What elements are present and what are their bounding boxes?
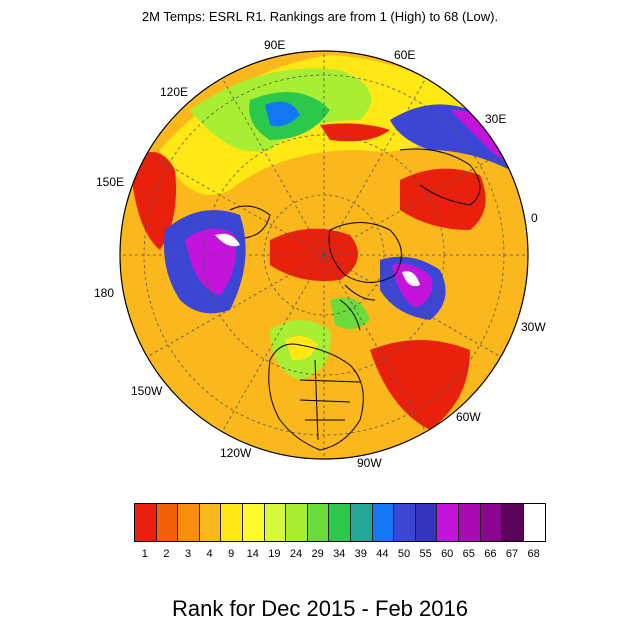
colorbar-swatch <box>286 504 308 541</box>
region-red-siberia <box>320 123 390 142</box>
region-red-europe <box>400 168 486 230</box>
colorbar-swatch <box>372 504 395 541</box>
region-green-canada <box>330 297 370 329</box>
colorbar-swatch <box>221 504 243 541</box>
colorbar-swatch <box>437 504 459 541</box>
map-border <box>119 50 529 460</box>
lon-label-0: 0 <box>531 211 538 225</box>
colorbar-tick-label: 39 <box>354 548 367 560</box>
colorbar-swatch <box>264 504 287 541</box>
region-red-atlantic <box>370 340 470 430</box>
region-white-greenland <box>402 271 420 287</box>
colorbar-tick-label: 24 <box>289 548 303 560</box>
colorbar-swatch <box>523 504 546 541</box>
colorbar-tick-label: 19 <box>268 548 281 560</box>
colorbar-tick-label: 3 <box>184 548 192 560</box>
colorbar-tick-label: 34 <box>333 548 346 560</box>
region-red-pole <box>270 228 358 281</box>
colorbar-swatch <box>502 504 524 541</box>
region-purple-greenland <box>392 263 433 308</box>
colorbar-swatch <box>415 504 438 541</box>
region-yellow-north-america <box>285 336 318 361</box>
colorbar-tick-label: 67 <box>505 548 519 560</box>
colorbar-tick-label: 68 <box>527 548 540 560</box>
colorbar-tick-label: 1 <box>141 548 148 560</box>
colorbar-swatch <box>242 504 265 541</box>
colorbar-tick-label: 50 <box>397 548 411 560</box>
lon-label-180: 180 <box>94 286 115 300</box>
colorbar-swatch <box>458 504 481 541</box>
colorbar-swatch <box>156 504 179 541</box>
coastlines <box>229 148 481 451</box>
colorbar-tick-label: 14 <box>246 548 259 560</box>
colorbar-tick-label: 60 <box>441 548 454 560</box>
colorbar-tick-label: 9 <box>228 548 235 560</box>
lon-label-60w: 60W <box>456 410 481 424</box>
lon-label-30w: 30W <box>521 320 546 334</box>
lon-label-30e: 30E <box>485 112 507 126</box>
colorbar-swatch <box>394 504 416 541</box>
lon-label-90e: 90E <box>264 38 286 52</box>
region-purple-pacific <box>185 228 236 295</box>
colorbar-swatch <box>199 504 222 541</box>
colorbar-swatch <box>135 504 157 541</box>
lon-label-150e: 150E <box>96 175 125 189</box>
region-red-east-asia <box>130 152 176 250</box>
colorbar-tick-label: 29 <box>311 548 324 560</box>
colorbar-tick-label: 4 <box>206 548 213 560</box>
colorbar-swatch <box>307 504 330 541</box>
colorbar-swatch <box>480 504 503 541</box>
meridians <box>120 51 528 459</box>
colorbar-tick-label: 65 <box>462 548 475 560</box>
colorbar-swatch <box>329 504 351 541</box>
colorbar-swatch <box>350 504 373 541</box>
lon-label-60e: 60E <box>394 48 416 62</box>
colorbar-tick-label: 44 <box>376 548 389 560</box>
region-white-pacific <box>215 233 240 247</box>
rank-period-title: Rank for Dec 2015 - Feb 2016 <box>172 596 468 621</box>
lon-label-120w: 120W <box>220 446 252 460</box>
lon-label-90w: 90W <box>357 456 382 470</box>
colorbar-tick-label: 66 <box>484 548 497 560</box>
colorbar-swatch <box>178 504 200 541</box>
chart-title: 2M Temps: ESRL R1. Rankings are from 1 (… <box>141 9 499 24</box>
colorbar-tick-label: 55 <box>419 548 432 560</box>
region-blue-siberia <box>265 101 300 127</box>
lon-label-120e: 120E <box>160 85 189 99</box>
colorbar <box>134 503 547 542</box>
colorbar-tick-label: 2 <box>163 548 170 560</box>
lon-label-150w: 150W <box>131 384 163 398</box>
